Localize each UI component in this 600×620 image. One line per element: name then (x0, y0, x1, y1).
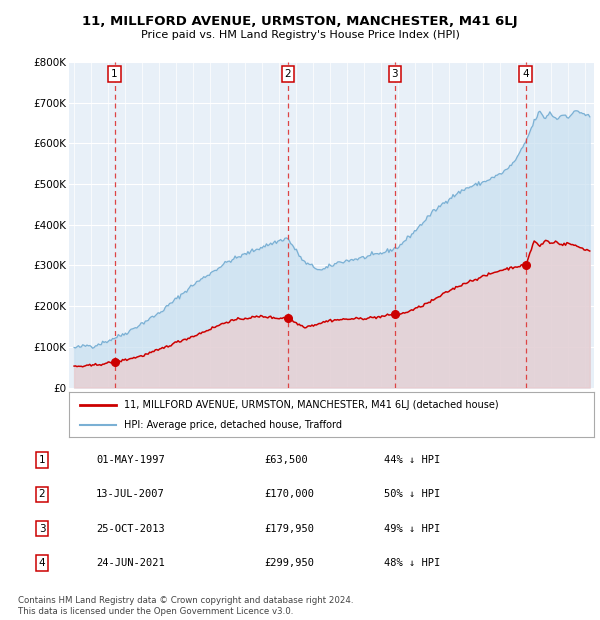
Text: 3: 3 (38, 523, 46, 534)
Text: £170,000: £170,000 (264, 489, 314, 500)
Text: 2: 2 (284, 69, 291, 79)
Text: HPI: Average price, detached house, Trafford: HPI: Average price, detached house, Traf… (124, 420, 342, 430)
Text: 44% ↓ HPI: 44% ↓ HPI (384, 455, 440, 466)
Text: 49% ↓ HPI: 49% ↓ HPI (384, 523, 440, 534)
Text: This data is licensed under the Open Government Licence v3.0.: This data is licensed under the Open Gov… (18, 608, 293, 616)
Text: 24-JUN-2021: 24-JUN-2021 (96, 557, 165, 568)
Text: 4: 4 (523, 69, 529, 79)
Text: 01-MAY-1997: 01-MAY-1997 (96, 455, 165, 466)
Text: Contains HM Land Registry data © Crown copyright and database right 2024.: Contains HM Land Registry data © Crown c… (18, 596, 353, 605)
Text: 13-JUL-2007: 13-JUL-2007 (96, 489, 165, 500)
Text: Price paid vs. HM Land Registry's House Price Index (HPI): Price paid vs. HM Land Registry's House … (140, 30, 460, 40)
Text: 3: 3 (392, 69, 398, 79)
Text: £63,500: £63,500 (264, 455, 308, 466)
Text: 4: 4 (38, 557, 46, 568)
Text: 1: 1 (111, 69, 118, 79)
Text: 1: 1 (38, 455, 46, 466)
Text: 25-OCT-2013: 25-OCT-2013 (96, 523, 165, 534)
Text: £299,950: £299,950 (264, 557, 314, 568)
Text: 11, MILLFORD AVENUE, URMSTON, MANCHESTER, M41 6LJ: 11, MILLFORD AVENUE, URMSTON, MANCHESTER… (82, 16, 518, 29)
Text: 48% ↓ HPI: 48% ↓ HPI (384, 557, 440, 568)
Text: £179,950: £179,950 (264, 523, 314, 534)
Text: 50% ↓ HPI: 50% ↓ HPI (384, 489, 440, 500)
Text: 2: 2 (38, 489, 46, 500)
Text: 11, MILLFORD AVENUE, URMSTON, MANCHESTER, M41 6LJ (detached house): 11, MILLFORD AVENUE, URMSTON, MANCHESTER… (124, 399, 499, 410)
